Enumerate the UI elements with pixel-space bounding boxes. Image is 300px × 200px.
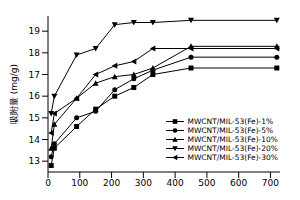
svg-text:15: 15 (29, 113, 40, 123)
svg-text:700: 700 (262, 178, 279, 188)
svg-text:吸附量 (mg/g): 吸附量 (mg/g) (9, 64, 19, 124)
html-text:MWCNT/MIL-53(Fe)-10%: MWCNT/MIL-53(Fe)-10% (187, 135, 278, 144)
svg-text:14: 14 (29, 135, 41, 145)
svg-text:16: 16 (29, 91, 41, 101)
svg-text:300: 300 (135, 178, 152, 188)
svg-text:17: 17 (29, 70, 40, 80)
svg-text:400: 400 (167, 178, 184, 188)
html-text:MWCNT/MIL-53(Fe)-1%: MWCNT/MIL-53(Fe)-1% (187, 117, 274, 126)
svg-text:600: 600 (230, 178, 247, 188)
svg-text:100: 100 (71, 178, 88, 188)
html-text:MWCNT/MIL-53(Fe)-20%: MWCNT/MIL-53(Fe)-20% (187, 144, 278, 153)
svg-text:500: 500 (198, 178, 215, 188)
svg-text:18: 18 (29, 48, 41, 58)
svg-text:0: 0 (45, 178, 51, 188)
svg-text:13: 13 (29, 156, 40, 166)
html-text:MWCNT/MIL-53(Fe)-5%: MWCNT/MIL-53(Fe)-5% (187, 126, 274, 135)
svg-text:19: 19 (29, 26, 41, 36)
html-text:MWCNT/MIL-53(Fe)-30%: MWCNT/MIL-53(Fe)-30% (187, 153, 278, 162)
svg-text:200: 200 (103, 178, 120, 188)
